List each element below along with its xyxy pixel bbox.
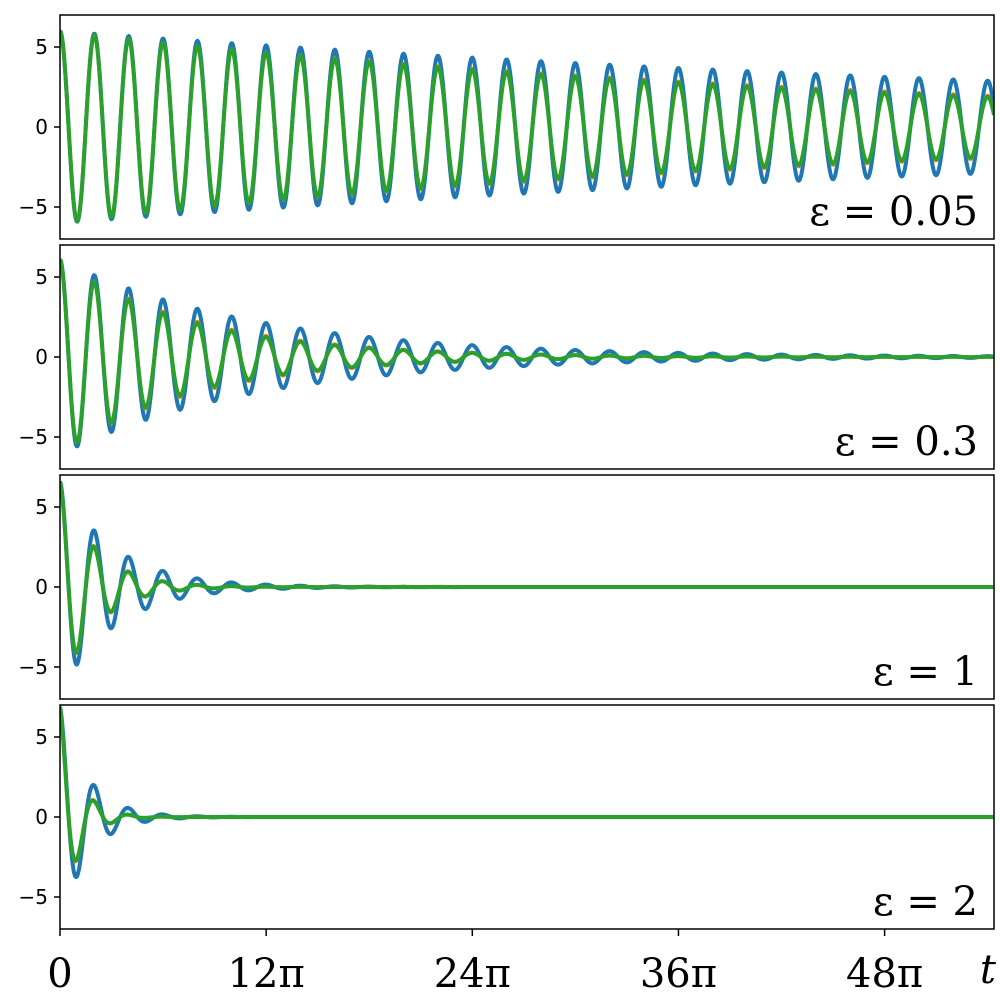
y-tick-label: 5 (35, 35, 48, 59)
panels: −5 0 5 ε = 0.05 −5 0 5 ε = 0.3 −5 0 5 ε = 1 −5 0 5 ε = … (19, 14, 995, 930)
panel-label: ε = 0.05 (809, 189, 978, 235)
series-group (60, 258, 994, 449)
panel-2: −5 0 5 ε = 0.3 (19, 244, 995, 470)
series-line-2 (60, 258, 994, 445)
series-line-2 (60, 706, 994, 864)
y-tick-label: 0 (35, 575, 48, 599)
panel-label: ε = 2 (873, 879, 978, 925)
x-tick-label: 12π (228, 951, 305, 997)
y-tick-label: −5 (19, 885, 48, 909)
series-group (60, 29, 994, 224)
series-line-3 (60, 29, 994, 223)
panel-4: −5 0 5 ε = 2 (19, 704, 995, 930)
y-tick-label: 5 (35, 265, 48, 289)
y-tick-label: −5 (19, 655, 48, 679)
y-tick-label: 5 (35, 495, 48, 519)
x-axis: 0 12π 24π 36π 48π t (47, 929, 997, 997)
x-tick-label: 0 (47, 951, 72, 997)
series-line-1 (60, 706, 994, 880)
series-group (60, 706, 994, 880)
x-tick-label: 24π (434, 951, 511, 997)
y-tick-label: 0 (35, 115, 48, 139)
panel-label: ε = 1 (873, 649, 978, 695)
panel-1: −5 0 5 ε = 0.05 (19, 14, 995, 240)
series-line-2 (60, 481, 994, 656)
x-tick-label: 36π (640, 951, 717, 997)
series-line-3 (60, 480, 994, 655)
y-tick-label: −5 (19, 425, 48, 449)
x-tick-label: 48π (846, 951, 923, 997)
series-group (60, 480, 994, 667)
y-tick-label: −5 (19, 195, 48, 219)
series-line-3 (60, 258, 994, 445)
y-tick-label: 5 (35, 725, 48, 749)
panel-3: −5 0 5 ε = 1 (19, 474, 995, 700)
panel-label: ε = 0.3 (835, 419, 978, 465)
x-axis-label: t (980, 947, 997, 993)
y-tick-label: 0 (35, 345, 48, 369)
series-line-3 (60, 706, 994, 863)
series-line-1 (60, 480, 994, 667)
y-tick-label: 0 (35, 805, 48, 829)
